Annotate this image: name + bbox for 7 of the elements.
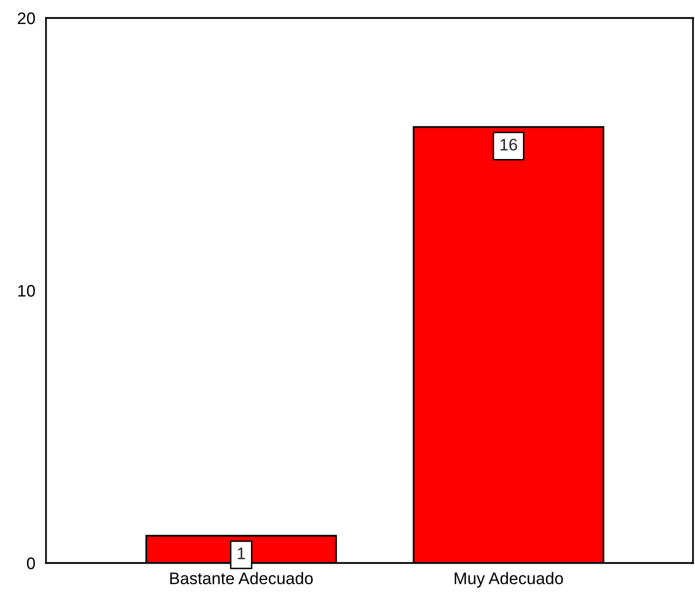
x-tick-label: Bastante Adecuado	[170, 572, 313, 584]
y-tick-label: 0	[26, 557, 35, 570]
data-label: 1	[238, 548, 245, 560]
x-tick-label: Muy Adecuado	[454, 572, 563, 588]
y-tick-label: 10	[18, 284, 35, 297]
y-tick-label: 20	[18, 12, 35, 24]
data-label: 16	[500, 138, 518, 151]
